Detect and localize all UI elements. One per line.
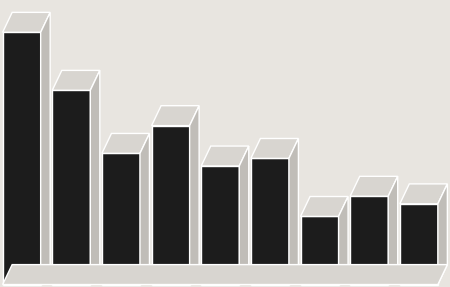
Polygon shape: [350, 176, 398, 196]
Polygon shape: [3, 265, 447, 284]
Polygon shape: [239, 146, 249, 284]
Polygon shape: [102, 133, 149, 153]
Polygon shape: [3, 12, 50, 32]
Polygon shape: [251, 139, 298, 158]
Polygon shape: [350, 196, 388, 284]
Polygon shape: [251, 158, 289, 284]
Polygon shape: [52, 90, 90, 284]
Polygon shape: [40, 12, 50, 284]
Polygon shape: [289, 139, 298, 284]
Polygon shape: [438, 184, 447, 284]
Polygon shape: [152, 106, 199, 126]
Polygon shape: [400, 184, 447, 204]
Polygon shape: [102, 153, 140, 284]
Polygon shape: [201, 166, 239, 284]
Polygon shape: [201, 146, 249, 166]
Polygon shape: [301, 216, 338, 284]
Polygon shape: [52, 70, 100, 90]
Polygon shape: [3, 32, 40, 284]
Polygon shape: [388, 176, 398, 284]
Polygon shape: [189, 106, 199, 284]
Polygon shape: [301, 197, 348, 216]
Polygon shape: [90, 70, 100, 284]
Polygon shape: [400, 204, 438, 284]
Polygon shape: [152, 126, 189, 284]
Polygon shape: [338, 197, 348, 284]
Polygon shape: [140, 133, 149, 284]
